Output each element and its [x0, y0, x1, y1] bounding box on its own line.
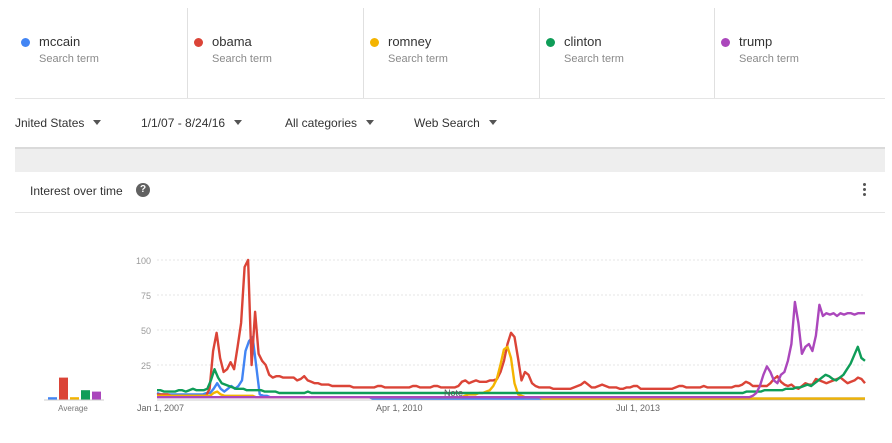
term-name: obama [212, 34, 252, 49]
card-title: Interest over time [30, 184, 123, 198]
term-type-label: Search term [212, 53, 272, 65]
search-property-dropdown[interactable]: Web Search [414, 116, 497, 130]
series-color-dot [21, 38, 30, 47]
chevron-down-icon [234, 120, 243, 126]
y-tick-label: 50 [141, 326, 151, 336]
category-label: All categories [285, 116, 358, 130]
section-separator [15, 147, 885, 172]
term-card-romney[interactable]: romney Search term [364, 8, 540, 98]
chevron-down-icon [488, 120, 497, 126]
series-line-clinton [157, 345, 866, 395]
chevron-down-icon [366, 120, 375, 126]
term-name: clinton [564, 34, 602, 49]
term-type-label: Search term [739, 53, 799, 65]
y-tick-label: 25 [141, 361, 151, 371]
term-name: trump [739, 34, 773, 49]
term-name: mccain [39, 34, 81, 49]
x-tick-label: Jul 1, 2013 [616, 403, 660, 413]
average-bar-obama [59, 377, 68, 400]
average-bar-trump [92, 391, 101, 400]
divider [15, 98, 885, 99]
help-icon[interactable]: ? [136, 183, 150, 197]
date-range-label: 1/1/07 - 8/24/16 [141, 116, 226, 130]
more-vert-icon[interactable] [863, 183, 867, 199]
term-card-mccain[interactable]: mccain Search term [15, 8, 188, 98]
category-dropdown[interactable]: All categories [285, 116, 375, 130]
average-bar-romney [70, 397, 79, 400]
y-tick-label: 100 [136, 256, 151, 266]
term-card-obama[interactable]: obama Search term [188, 8, 364, 98]
series-line-obama [157, 258, 866, 398]
x-tick-label: Apr 1, 2010 [376, 403, 423, 413]
series-line-trump [157, 300, 865, 399]
term-name: romney [388, 34, 432, 49]
average-bar-mccain [48, 397, 57, 400]
series-color-dot [721, 38, 730, 47]
region-dropdown[interactable]: Jnited States [15, 116, 102, 130]
term-card-trump[interactable]: trump Search term [715, 8, 885, 98]
interest-over-time-chart: 100 75 50 25 Jan 1, 2007 Apr 1, 2010 Jul 1, 20… [44, 256, 866, 413]
series-color-dot [370, 38, 379, 47]
interest-card-header: Interest over time ? [15, 172, 885, 213]
series-color-dot [194, 38, 203, 47]
search-property-label: Web Search [414, 116, 480, 130]
date-range-dropdown[interactable]: 1/1/07 - 8/24/16 [141, 116, 243, 130]
average-bar-clinton [81, 390, 90, 400]
term-type-label: Search term [388, 53, 448, 65]
note-label: Note [444, 388, 463, 398]
x-tick-label: Jan 1, 2007 [137, 403, 184, 413]
region-label: Jnited States [15, 116, 85, 130]
search-terms-bar: mccain Search term obama Search term rom… [0, 0, 892, 98]
term-type-label: Search term [564, 53, 624, 65]
average-label: Average [58, 404, 88, 413]
chevron-down-icon [93, 120, 102, 126]
term-card-clinton[interactable]: clinton Search term [540, 8, 715, 98]
filter-bar: Jnited States 1/1/07 - 8/24/16 All categ… [0, 99, 892, 147]
y-tick-label: 75 [141, 291, 151, 301]
series-color-dot [546, 38, 555, 47]
term-type-label: Search term [39, 53, 99, 65]
